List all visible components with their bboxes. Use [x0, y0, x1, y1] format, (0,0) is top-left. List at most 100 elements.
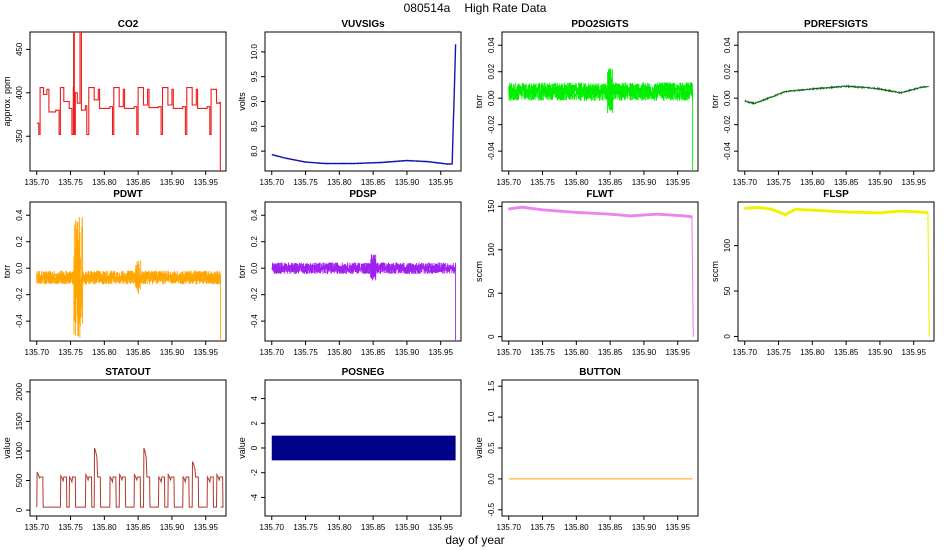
plot-frame — [29, 201, 227, 342]
y-tick-label: 50 — [487, 288, 496, 297]
y-tick-label: -2 — [250, 469, 259, 477]
y-tick-label: 150 — [487, 199, 496, 213]
x-tick-label: 135.90 — [395, 348, 420, 357]
y-axis-label: torr — [710, 95, 720, 109]
figure-title-text: High Rate Data — [464, 1, 546, 15]
panel-title: BUTTON — [579, 367, 620, 378]
series-pdrefsigts — [744, 84, 929, 106]
x-tick-label: 135.95 — [193, 178, 218, 187]
panel-pdsp: PDSP torr 135.70 135.75 135.80 135.85 135.90 13… — [237, 189, 462, 357]
panel-title: PDSP — [349, 189, 377, 200]
x-tick-label: 135.80 — [92, 523, 117, 532]
panels: CO2 approx. ppm 135.70 135.75 135.80 135.85 13… — [2, 19, 935, 532]
panel-vuvsigs: VUVSIGs volts 135.70 135.75 135.80 135.85 135.… — [237, 19, 462, 187]
y-axis-label: torr — [474, 95, 484, 109]
x-tick-label: 135.85 — [834, 348, 859, 357]
x-tick-label: 135.85 — [361, 178, 386, 187]
x-tick-label: 135.90 — [868, 348, 893, 357]
y-tick-label: -0.4 — [15, 314, 24, 328]
y-tick-label: 0.2 — [250, 236, 259, 248]
x-tick-label: 135.70 — [260, 523, 285, 532]
panel-title: PDWT — [113, 189, 142, 200]
y-tick-label: 9.0 — [250, 95, 259, 107]
y-tick-label: 0.5 — [487, 442, 496, 454]
y-tick-label: 1.0 — [487, 411, 496, 423]
y-tick-label: -0.2 — [15, 287, 24, 301]
x-tick-label: 135.70 — [25, 523, 50, 532]
series-posneg — [271, 435, 456, 461]
y-tick-label: -0.04 — [487, 141, 496, 160]
panel-co2: CO2 approx. ppm 135.70 135.75 135.80 135.85 13… — [2, 19, 227, 187]
y-tick-label: 2000 — [15, 382, 24, 400]
x-tick-label: 135.70 — [25, 348, 50, 357]
x-tick-label: 135.90 — [632, 523, 657, 532]
x-tick-label: 135.75 — [766, 348, 791, 357]
y-tick-label: 0.4 — [250, 209, 259, 221]
x-tick-label: 135.85 — [126, 348, 151, 357]
series-line — [508, 68, 694, 171]
y-tick-label: 4 — [250, 396, 259, 401]
panel-title: PDO2SIGTS — [571, 19, 629, 30]
x-tick-label: 135.85 — [361, 348, 386, 357]
panel-pdwt: PDWT torr 135.70 135.75 135.80 135.85 135.90 13… — [2, 189, 227, 357]
y-tick-label: 0 — [723, 334, 732, 339]
series-line — [36, 32, 221, 171]
series-flwt — [508, 205, 694, 337]
plot-frame — [501, 201, 699, 342]
panel-title: FLSP — [823, 189, 849, 200]
series-line — [271, 254, 457, 341]
x-tick-label: 135.90 — [632, 348, 657, 357]
y-axis-label: sccm — [710, 261, 720, 282]
figure-title: 080514a High Rate Data — [404, 1, 547, 15]
y-axis-label: value — [2, 437, 12, 459]
y-tick-label: 0.04 — [723, 37, 732, 53]
plot-frame — [501, 379, 699, 517]
x-tick-label: 135.95 — [428, 348, 453, 357]
y-tick-label: 0.04 — [487, 37, 496, 53]
y-tick-label: 8.0 — [250, 145, 259, 157]
y-axis-label: volts — [237, 92, 247, 111]
x-tick-label: 135.75 — [58, 348, 83, 357]
y-tick-label: 10.0 — [250, 44, 259, 60]
x-tick-label: 135.90 — [160, 523, 185, 532]
x-tick-label: 135.85 — [598, 523, 623, 532]
x-tick-label: 135.95 — [193, 348, 218, 357]
x-tick-label: 135.75 — [293, 348, 318, 357]
plot-frame — [501, 31, 699, 172]
series-line — [744, 206, 930, 337]
x-tick-label: 135.75 — [766, 178, 791, 187]
series-vuvsigs — [271, 44, 457, 165]
plot-frame — [737, 201, 935, 342]
x-tick-label: 135.70 — [25, 178, 50, 187]
x-tick-label: 135.70 — [497, 523, 522, 532]
series-statout — [36, 447, 224, 508]
y-tick-label: -0.4 — [250, 314, 259, 328]
y-tick-label: 450 — [15, 42, 24, 56]
y-axis-label: approx. ppm — [2, 76, 12, 126]
x-tick-label: 135.80 — [92, 348, 117, 357]
panel-posneg: POSNEG value 135.70 135.75 135.80 135.85 135.9… — [237, 367, 462, 532]
y-axis-label: torr — [2, 265, 12, 279]
series-band — [271, 435, 456, 461]
y-tick-label: 2 — [250, 420, 259, 425]
x-tick-label: 135.95 — [193, 523, 218, 532]
y-tick-label: 0 — [15, 507, 24, 512]
x-tick-label: 135.85 — [126, 523, 151, 532]
y-tick-label: 0.4 — [15, 209, 24, 221]
panel-button: BUTTON value 135.70 135.75 135.80 135.85 135.9… — [474, 367, 699, 532]
x-tick-label: 135.70 — [733, 348, 758, 357]
series-flsp — [744, 206, 930, 337]
x-tick-label: 135.95 — [901, 178, 926, 187]
series-line — [36, 217, 222, 341]
x-tick-label: 135.75 — [530, 523, 555, 532]
x-tick-label: 135.80 — [800, 178, 825, 187]
y-tick-label: 1500 — [15, 412, 24, 430]
panel-title: CO2 — [118, 19, 139, 30]
x-tick-label: 135.80 — [92, 178, 117, 187]
x-tick-label: 135.75 — [293, 178, 318, 187]
x-tick-label: 135.85 — [834, 178, 859, 187]
panel-flsp: FLSP sccm 135.70 135.75 135.80 135.85 135.90 13… — [710, 189, 935, 357]
y-tick-label: 100 — [723, 238, 732, 252]
y-tick-label: -0.02 — [487, 115, 496, 134]
